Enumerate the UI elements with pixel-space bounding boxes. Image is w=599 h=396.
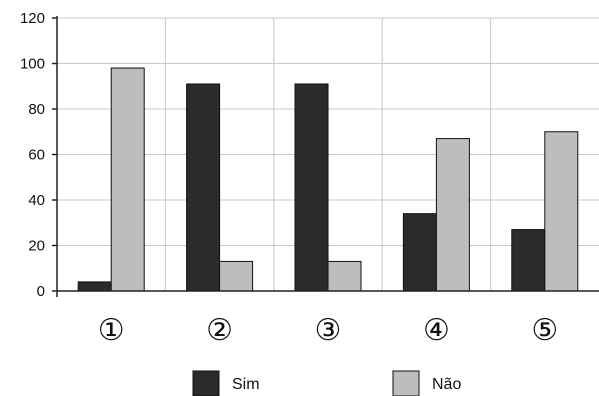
y-tick-label: 80 [28,101,45,118]
legend-label: Sim [232,376,260,393]
x-tick-label: ① [98,313,125,348]
x-tick-label: ③ [315,313,342,348]
y-tick-label: 20 [28,238,45,255]
legend-swatch-sim [192,370,220,396]
legend: Sim Não [192,370,461,396]
bar-no-3 [327,260,362,292]
bar-no-2 [219,260,254,292]
x-tick-label: ⑤ [531,313,558,348]
legend-label: Não [432,376,461,393]
bar-sim-2 [186,83,221,292]
x-tick-label: ② [206,313,233,348]
y-tick-label: 100 [20,56,45,73]
bar-no-5 [544,131,579,292]
bar-no-1 [110,67,145,292]
legend-swatch-no [392,370,420,396]
bar-sim-5 [511,229,546,292]
y-axis-ticks: 0 20 40 60 80 100 120 [20,10,57,300]
y-tick-label: 60 [28,147,45,164]
y-tick-label: 40 [28,192,45,209]
y-tick-label: 0 [37,283,45,300]
bars [77,67,579,292]
bar-sim-4 [402,213,437,292]
bar-no-4 [435,138,470,292]
y-tick-label: 120 [20,10,45,27]
x-axis-labels: ① ② ③ ④ ⑤ [98,313,559,348]
bar-sim-3 [294,83,329,292]
bar-sim-1 [77,281,112,292]
x-tick-label: ④ [423,313,450,348]
